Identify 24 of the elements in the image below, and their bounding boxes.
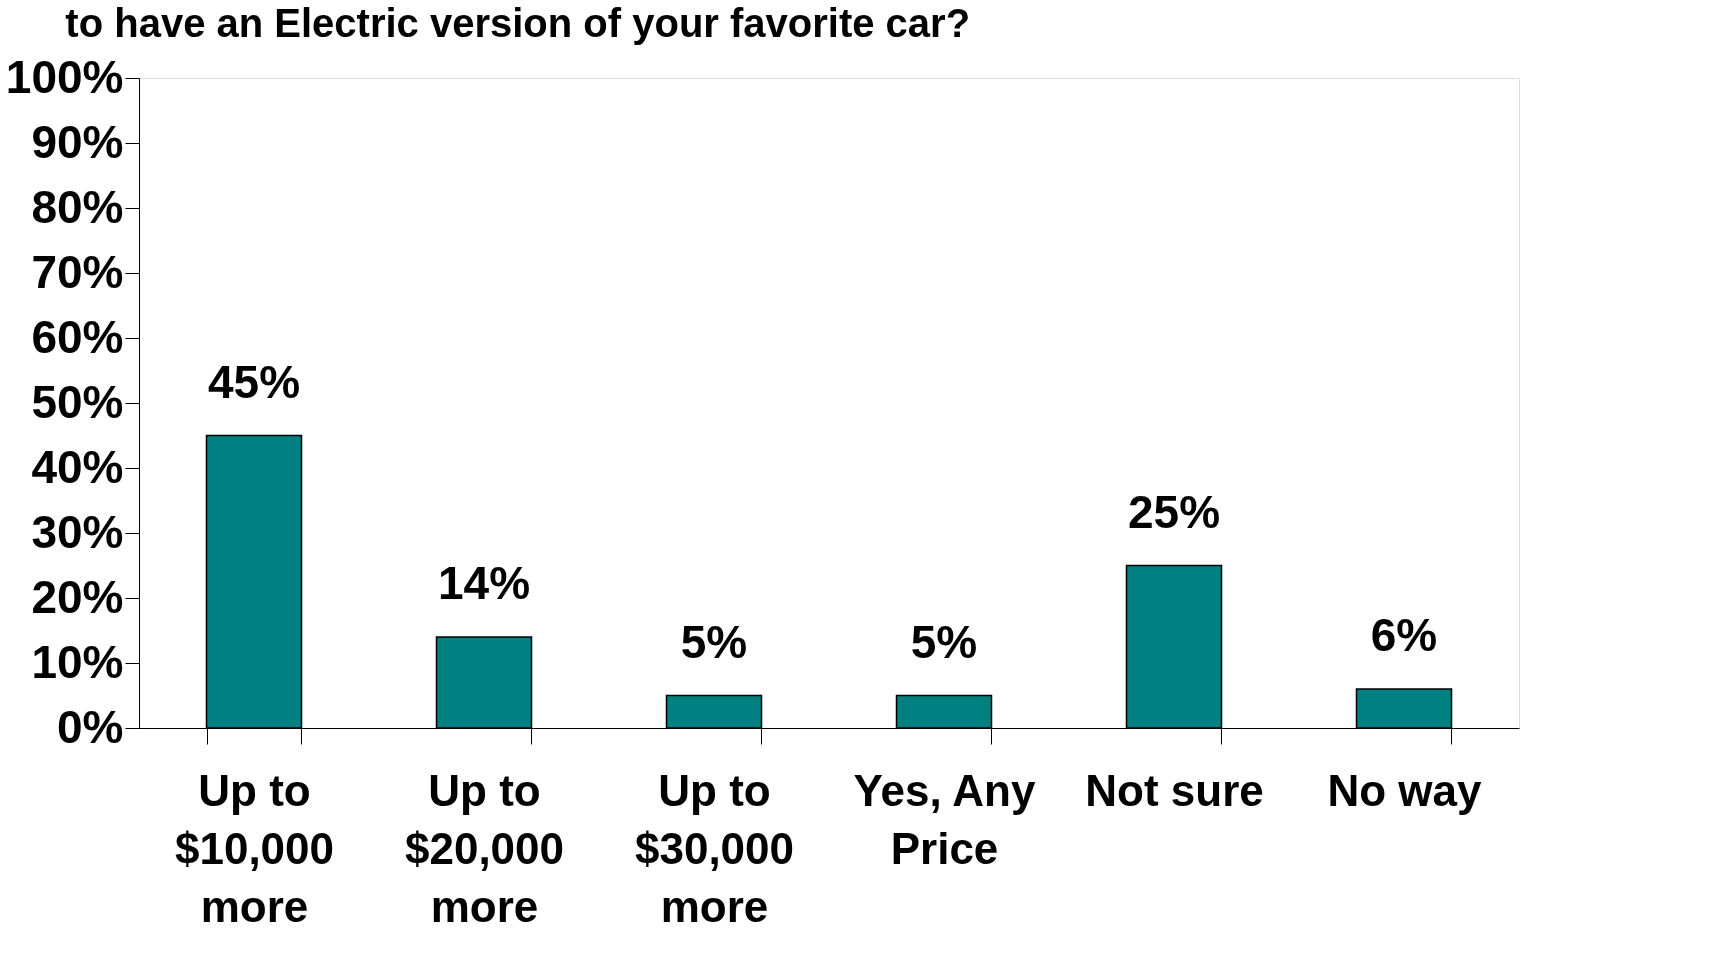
y-tick-label: 60% (31, 310, 124, 363)
text: 25% (1127, 485, 1221, 538)
chart-title: to have an Electric version of your favorite car? (65, 1, 971, 45)
text: 5% (910, 615, 978, 668)
y-tick-label: 40% (31, 440, 124, 493)
y-tick-label: 10% (31, 635, 124, 688)
text: 6% (1370, 609, 1438, 661)
y-tick-label: 50% (31, 375, 124, 428)
y-tick-label: 100% (5, 50, 124, 103)
x-tick-label: Up to $30,000 more (634, 765, 795, 931)
x-tick-label: No way (1327, 765, 1483, 815)
y-tick-label: 20% (31, 570, 124, 623)
x-tick-label: Up to $10,000 more (174, 765, 335, 931)
y-tick-label: 80% (31, 180, 124, 233)
text: 14% (437, 557, 531, 609)
text: 5% (680, 615, 748, 668)
x-tick-label: Yes, Any Price (853, 765, 1036, 873)
y-tick-label: 0% (57, 700, 124, 753)
y-tick-label: 70% (31, 245, 124, 298)
x-tick-label: Up to $20,000 more (404, 765, 565, 931)
text: 45% (207, 355, 301, 408)
y-tick-label: 30% (31, 505, 124, 558)
x-tick-label: Not sure (1085, 765, 1264, 815)
y-tick-label: 90% (31, 115, 124, 168)
